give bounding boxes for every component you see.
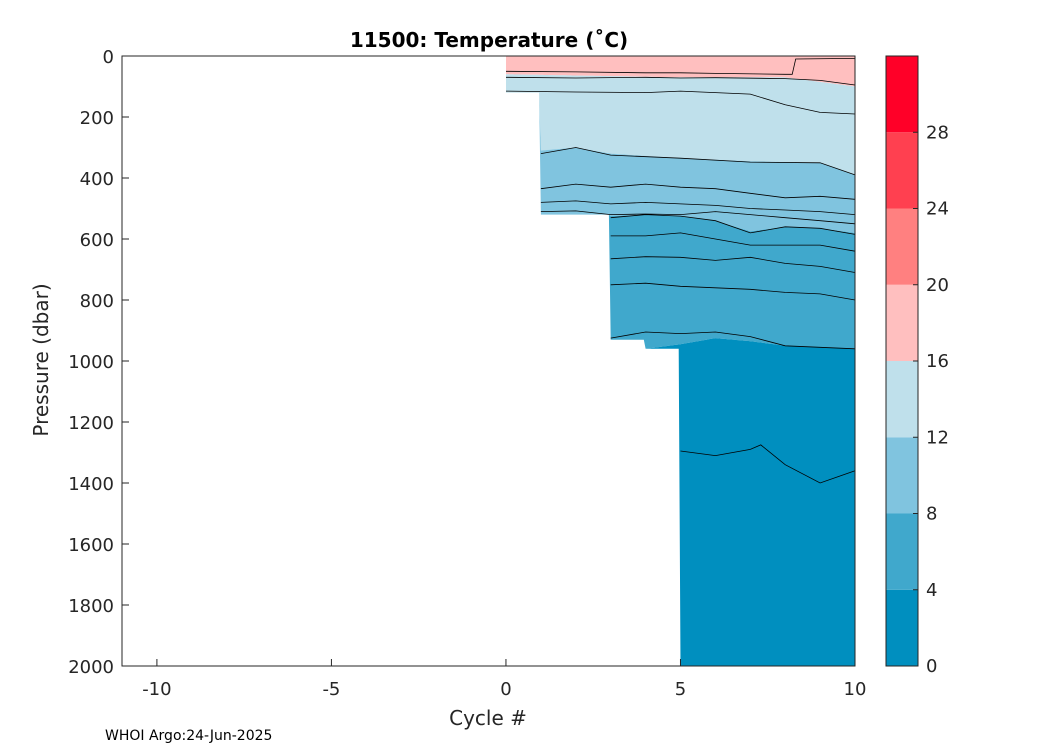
contour-band-16-20 — [506, 56, 855, 87]
contour-line-11 — [540, 183, 856, 200]
colorbar-swatch-12-16 — [886, 361, 918, 438]
colorbar-tick-label: 20 — [926, 275, 949, 296]
contour-line-6 — [610, 256, 856, 273]
contour-line-10 — [540, 200, 856, 215]
x-tick-label: 10 — [844, 679, 867, 700]
colorbar-swatch-8-12 — [886, 437, 918, 514]
contour-line-18 — [505, 58, 856, 75]
contour-line-7 — [610, 232, 856, 252]
y-tick-label: 1000 — [68, 352, 114, 373]
y-tick-label: 200 — [80, 108, 114, 129]
y-tick-label: 400 — [80, 169, 114, 190]
x-tick-label: 0 — [500, 679, 511, 700]
colorbar-swatch-28-32 — [886, 56, 918, 133]
colorbar: 0 4 8 12 16 20 24 28 — [885, 55, 949, 677]
colorbar-swatch-24-28 — [886, 132, 918, 209]
colorbar-tick-label: 12 — [926, 427, 949, 448]
contour-line-4 — [610, 331, 856, 350]
x-tick-label: -10 — [142, 679, 171, 700]
contour-line-8 — [610, 214, 856, 235]
y-tick-label: 800 — [80, 291, 114, 312]
colorbar-tick-label: 8 — [926, 504, 937, 525]
footer-text: WHOI Argo:24-Jun-2025 — [105, 728, 272, 744]
contour-line-9 — [540, 210, 856, 225]
y-tick-label: 1600 — [68, 535, 114, 556]
x-tick-label: -5 — [322, 679, 340, 700]
y-tick-label: 1400 — [68, 474, 114, 495]
contour-band-8-12 — [506, 92, 855, 233]
x-axis-label: Cycle # — [449, 706, 527, 730]
contour-line-3 — [680, 444, 856, 484]
contour-band-4-8 — [506, 92, 855, 349]
contour-line-16 — [505, 76, 856, 86]
x-tick-label: 5 — [675, 679, 686, 700]
colorbar-tick-label: 24 — [926, 199, 949, 220]
contour-line-12 — [540, 147, 856, 176]
chart-title: 11500: Temperature (˚C) — [350, 28, 628, 52]
y-tick-label: 2000 — [68, 657, 114, 678]
colorbar-tick-label: 16 — [926, 351, 949, 372]
contour-band-0-4 — [506, 92, 855, 667]
colorbar-tick-label: 0 — [926, 656, 937, 677]
y-tick-label: 1800 — [68, 596, 114, 617]
colorbar-tick-label: 28 — [926, 122, 949, 143]
y-tick-label: 600 — [80, 230, 114, 251]
axis-layer: -10 -5 0 5 10 0 200 400 600 800 1000 1200 1400 1600 18… — [68, 47, 866, 700]
contour-line-14 — [505, 90, 856, 115]
colorbar-swatch-20-24 — [886, 208, 918, 285]
contour-line-layer — [505, 58, 856, 484]
colorbar-tick-label: 4 — [926, 580, 937, 601]
contour-line-5 — [610, 282, 856, 301]
y-tick-label: 0 — [103, 47, 114, 68]
y-tick-label: 1200 — [68, 413, 114, 434]
colorbar-swatch-4-8 — [886, 513, 918, 590]
contour-fill-layer — [506, 56, 855, 667]
y-axis-label: Pressure (dbar) — [29, 283, 53, 436]
colorbar-swatch-0-4 — [886, 589, 918, 666]
colorbar-swatch-16-20 — [886, 284, 918, 361]
